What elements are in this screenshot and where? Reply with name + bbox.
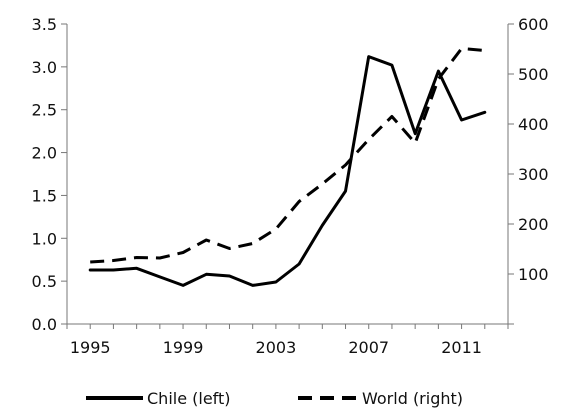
left-tick-label: 3.0 [32,58,57,77]
series-line-chile [88,55,487,287]
axes [66,24,509,325]
right-tick-label: 100 [518,265,549,284]
left-tick-label: 1.5 [32,186,57,205]
left-tick-label: 1.0 [32,229,57,248]
right-tick-label: 500 [518,65,549,84]
left-axis-ticks: 0.0 0.5 1.0 1.5 2.0 2.5 3.0 3.5 [32,15,67,334]
x-axis-ticks: 1995 1999 2003 2007 2011 [66,324,509,357]
series-line-world [90,47,485,264]
right-tick-label: 300 [518,165,549,184]
right-tick-label: 200 [518,215,549,234]
legend: Chile (left) World (right) [86,389,463,408]
x-tick-label: 2007 [348,338,389,357]
left-tick-label: 2.0 [32,144,57,163]
legend-label-world: World (right) [362,389,463,408]
legend-label-chile: Chile (left) [147,389,231,408]
right-axis-ticks: 100 200 300 400 500 600 [508,15,549,325]
left-tick-label: 0.0 [32,315,57,334]
series-group [88,47,487,287]
left-tick-label: 0.5 [32,272,57,291]
left-tick-label: 2.5 [32,101,57,120]
right-tick-label: 400 [518,115,549,134]
x-tick-label: 1999 [163,338,204,357]
right-tick-label: 600 [518,15,549,34]
left-tick-label: 3.5 [32,15,57,34]
x-tick-label: 2011 [441,338,482,357]
x-tick-label: 1995 [70,338,111,357]
x-tick-label: 2003 [256,338,297,357]
